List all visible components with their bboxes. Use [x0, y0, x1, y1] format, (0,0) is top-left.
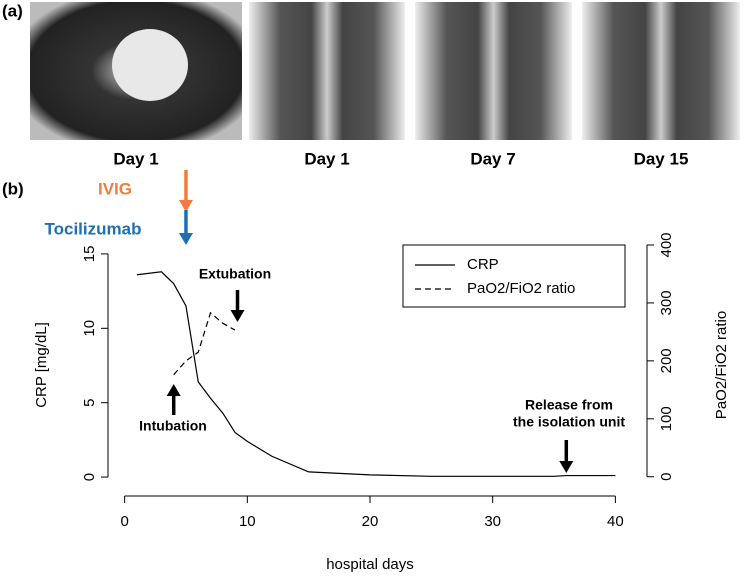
x-tick-label: 0 [120, 513, 128, 530]
annotation-arrowhead [230, 310, 245, 322]
y-tick-label: 10 [81, 320, 98, 337]
xray-image [249, 2, 405, 140]
xray-image [582, 2, 740, 140]
annotation: Release from [525, 397, 613, 413]
legend-box [402, 244, 626, 308]
annotation: Intubation [139, 418, 207, 434]
series-line [136, 271, 616, 477]
x-tick-label: 40 [607, 513, 624, 530]
y2-tick-label: 200 [658, 348, 675, 373]
x-tick-label: 10 [239, 513, 256, 530]
series-line [173, 311, 236, 376]
y-tick-label: 15 [81, 246, 98, 263]
annotation-arrowhead [166, 384, 181, 396]
caption: Day 1 [304, 149, 349, 168]
x-tick-label: 30 [484, 513, 501, 530]
y2-tick-label: 0 [658, 473, 675, 481]
annotation: Extubation [199, 266, 271, 282]
annotation-arrowhead [178, 233, 193, 245]
y2-tick-label: 100 [658, 406, 675, 431]
annotation: Tocilizumab [45, 219, 142, 238]
panel-label: (b) [2, 179, 24, 198]
xray-image [415, 2, 572, 140]
caption: Day 7 [470, 149, 515, 168]
panel-label: (a) [2, 1, 23, 20]
legend-label: PaO2/FiO2 ratio [467, 280, 575, 297]
y2-tick-label: 400 [658, 232, 675, 257]
x-tick-label: 20 [362, 513, 379, 530]
y2-axis-title: PaO2/FiO2 ratio [713, 311, 730, 419]
y-tick-label: 5 [81, 399, 98, 407]
annotation: IVIG [98, 179, 132, 198]
x-axis-title: hospital days [326, 556, 414, 573]
y2-tick-label: 300 [658, 290, 675, 315]
caption: Day 1 [113, 149, 158, 168]
legend-label: CRP [467, 256, 499, 273]
annotation: the isolation unit [513, 414, 625, 430]
annotation-arrowhead [559, 461, 574, 473]
y-tick-label: 0 [81, 473, 98, 481]
y-axis-title: CRP [mg/dL] [33, 322, 50, 408]
annotation-arrowhead [178, 200, 193, 212]
caption: Day 15 [634, 149, 689, 168]
ct-heart [112, 29, 188, 101]
